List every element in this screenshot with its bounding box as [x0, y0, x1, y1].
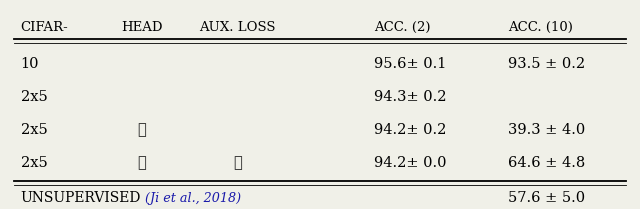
Text: UNSUPERVISED: UNSUPERVISED [20, 191, 141, 205]
Text: 64.6 ± 4.8: 64.6 ± 4.8 [508, 156, 585, 170]
Text: AUX. LOSS: AUX. LOSS [199, 21, 275, 34]
Text: 57.6 ± 5.0: 57.6 ± 5.0 [508, 191, 585, 205]
Text: 2x5: 2x5 [20, 156, 47, 170]
Text: 95.6± 0.1: 95.6± 0.1 [374, 57, 447, 71]
Text: 2x5: 2x5 [20, 90, 47, 104]
Text: 94.2± 0.0: 94.2± 0.0 [374, 156, 447, 170]
Text: 94.2± 0.2: 94.2± 0.2 [374, 123, 447, 137]
Text: ACC. (2): ACC. (2) [374, 21, 431, 34]
Text: 93.5 ± 0.2: 93.5 ± 0.2 [508, 57, 585, 71]
Text: ✓: ✓ [233, 156, 241, 170]
Text: ✓: ✓ [137, 156, 146, 170]
Text: 39.3 ± 4.0: 39.3 ± 4.0 [508, 123, 585, 137]
Text: 10: 10 [20, 57, 39, 71]
Text: HEAD: HEAD [121, 21, 163, 34]
Text: ACC. (10): ACC. (10) [508, 21, 573, 34]
Text: (Ji et al., 2018): (Ji et al., 2018) [145, 192, 241, 205]
Text: 94.3± 0.2: 94.3± 0.2 [374, 90, 447, 104]
Text: CIFAR-: CIFAR- [20, 21, 68, 34]
Text: ✓: ✓ [137, 123, 146, 137]
Text: 2x5: 2x5 [20, 123, 47, 137]
